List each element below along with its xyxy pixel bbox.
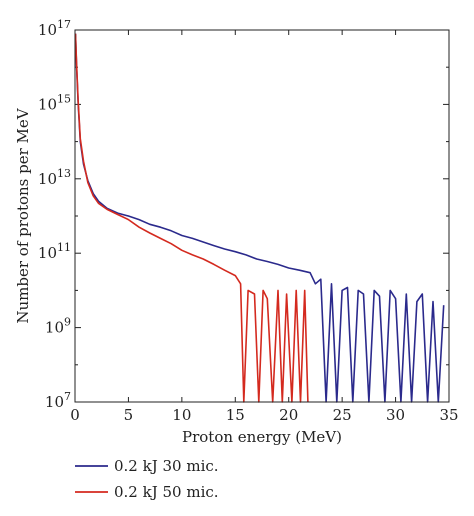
x-tick-group: 0 5 10 15 20 25 30 35 [70, 30, 459, 424]
x-tick-label: 20 [279, 406, 298, 424]
series-line-2 [74, 33, 309, 403]
legend: 0.2 kJ 30 mic. 0.2 kJ 50 mic. [75, 457, 219, 501]
y-tick-group: 107 109 1011 1013 1015 1017 [38, 18, 449, 411]
x-tick-label: 15 [226, 406, 245, 424]
series-line-1 [74, 33, 445, 403]
y-tick-label: 1015 [38, 92, 71, 113]
y-tick-label: 1011 [38, 241, 71, 262]
series-group [74, 33, 445, 403]
x-tick-label: 0 [70, 406, 80, 424]
x-tick-label: 35 [439, 406, 458, 424]
x-tick-label: 10 [172, 406, 191, 424]
y-tick-label: 1013 [38, 167, 71, 188]
y-tick-label: 1017 [38, 18, 71, 39]
legend-label-2: 0.2 kJ 50 mic. [114, 483, 219, 501]
x-tick-label: 25 [333, 406, 352, 424]
x-tick-label: 30 [386, 406, 405, 424]
x-tick-label: 5 [124, 406, 134, 424]
y-axis-label: Number of protons per MeV [14, 107, 32, 323]
y-tick-label: 107 [45, 390, 71, 411]
legend-label-1: 0.2 kJ 30 mic. [114, 457, 219, 475]
plot-frame [74, 29, 450, 403]
x-axis-label: Proton energy (MeV) [182, 428, 342, 446]
y-tick-label: 109 [45, 316, 71, 337]
